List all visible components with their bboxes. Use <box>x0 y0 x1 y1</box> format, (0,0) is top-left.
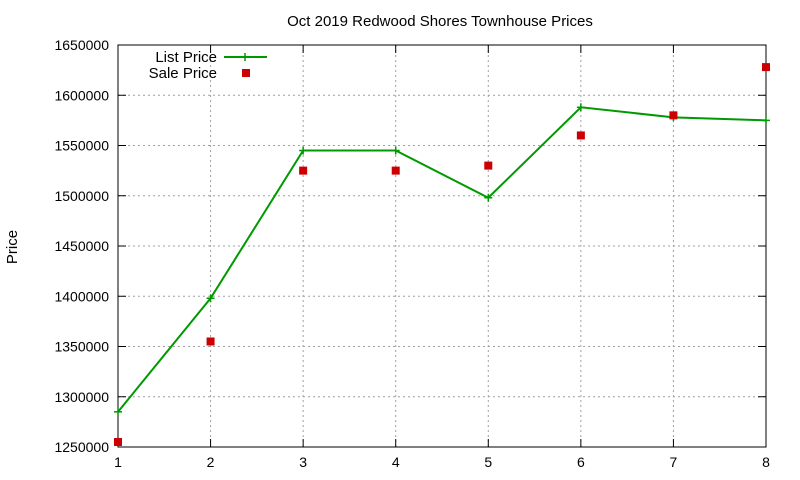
sale-price-point <box>762 63 770 72</box>
x-tick-label: 3 <box>299 454 307 470</box>
sale-price-point <box>114 437 122 446</box>
list-price-line <box>117 106 767 413</box>
y-tick-label: 1450000 <box>54 238 109 254</box>
sale-price-point <box>206 337 215 346</box>
y-tick-label: 1650000 <box>54 37 109 53</box>
sale-price-point <box>299 166 308 175</box>
y-tick-label: 1400000 <box>54 288 109 304</box>
list-price-point <box>576 103 585 112</box>
sale-price-point <box>669 111 678 120</box>
y-tick-label: 1350000 <box>54 339 109 355</box>
y-tick-label: 1550000 <box>54 138 109 154</box>
y-tick-label: 1250000 <box>54 439 109 455</box>
axis-ticks: 1250000 1300000 1350000 1400000 1450000 15000… <box>54 37 770 470</box>
list-price-point <box>299 146 308 155</box>
legend-label: Sale Price <box>149 65 217 82</box>
y-tick-label: 1300000 <box>54 389 109 405</box>
sale-price-point <box>391 166 400 175</box>
x-tick-label: 7 <box>670 454 678 470</box>
x-tick-label: 6 <box>577 454 585 470</box>
sale-price-point <box>576 131 585 140</box>
chart-title: Oct 2019 Redwood Shores Townhouse Prices <box>287 13 593 30</box>
list-price-point <box>484 193 493 202</box>
x-tick-label: 2 <box>207 454 215 470</box>
list-price-point <box>762 116 770 125</box>
list-price-point <box>114 407 122 416</box>
x-tick-label: 1 <box>114 454 122 470</box>
list-price-point <box>206 294 215 303</box>
list-price-point <box>391 146 400 155</box>
legend-label: List Price <box>155 49 217 66</box>
legend-cross-marker <box>241 53 249 61</box>
sale-price-point <box>484 161 493 170</box>
series-layer <box>114 63 770 446</box>
y-axis-label: Price <box>4 230 21 264</box>
legend-square-marker <box>242 69 250 77</box>
y-tick-label: 1500000 <box>54 188 109 204</box>
x-tick-label: 5 <box>484 454 492 470</box>
x-tick-label: 4 <box>392 454 400 470</box>
x-tick-label: 8 <box>762 454 770 470</box>
y-tick-label: 1600000 <box>54 87 109 103</box>
grid-lines <box>118 45 766 447</box>
